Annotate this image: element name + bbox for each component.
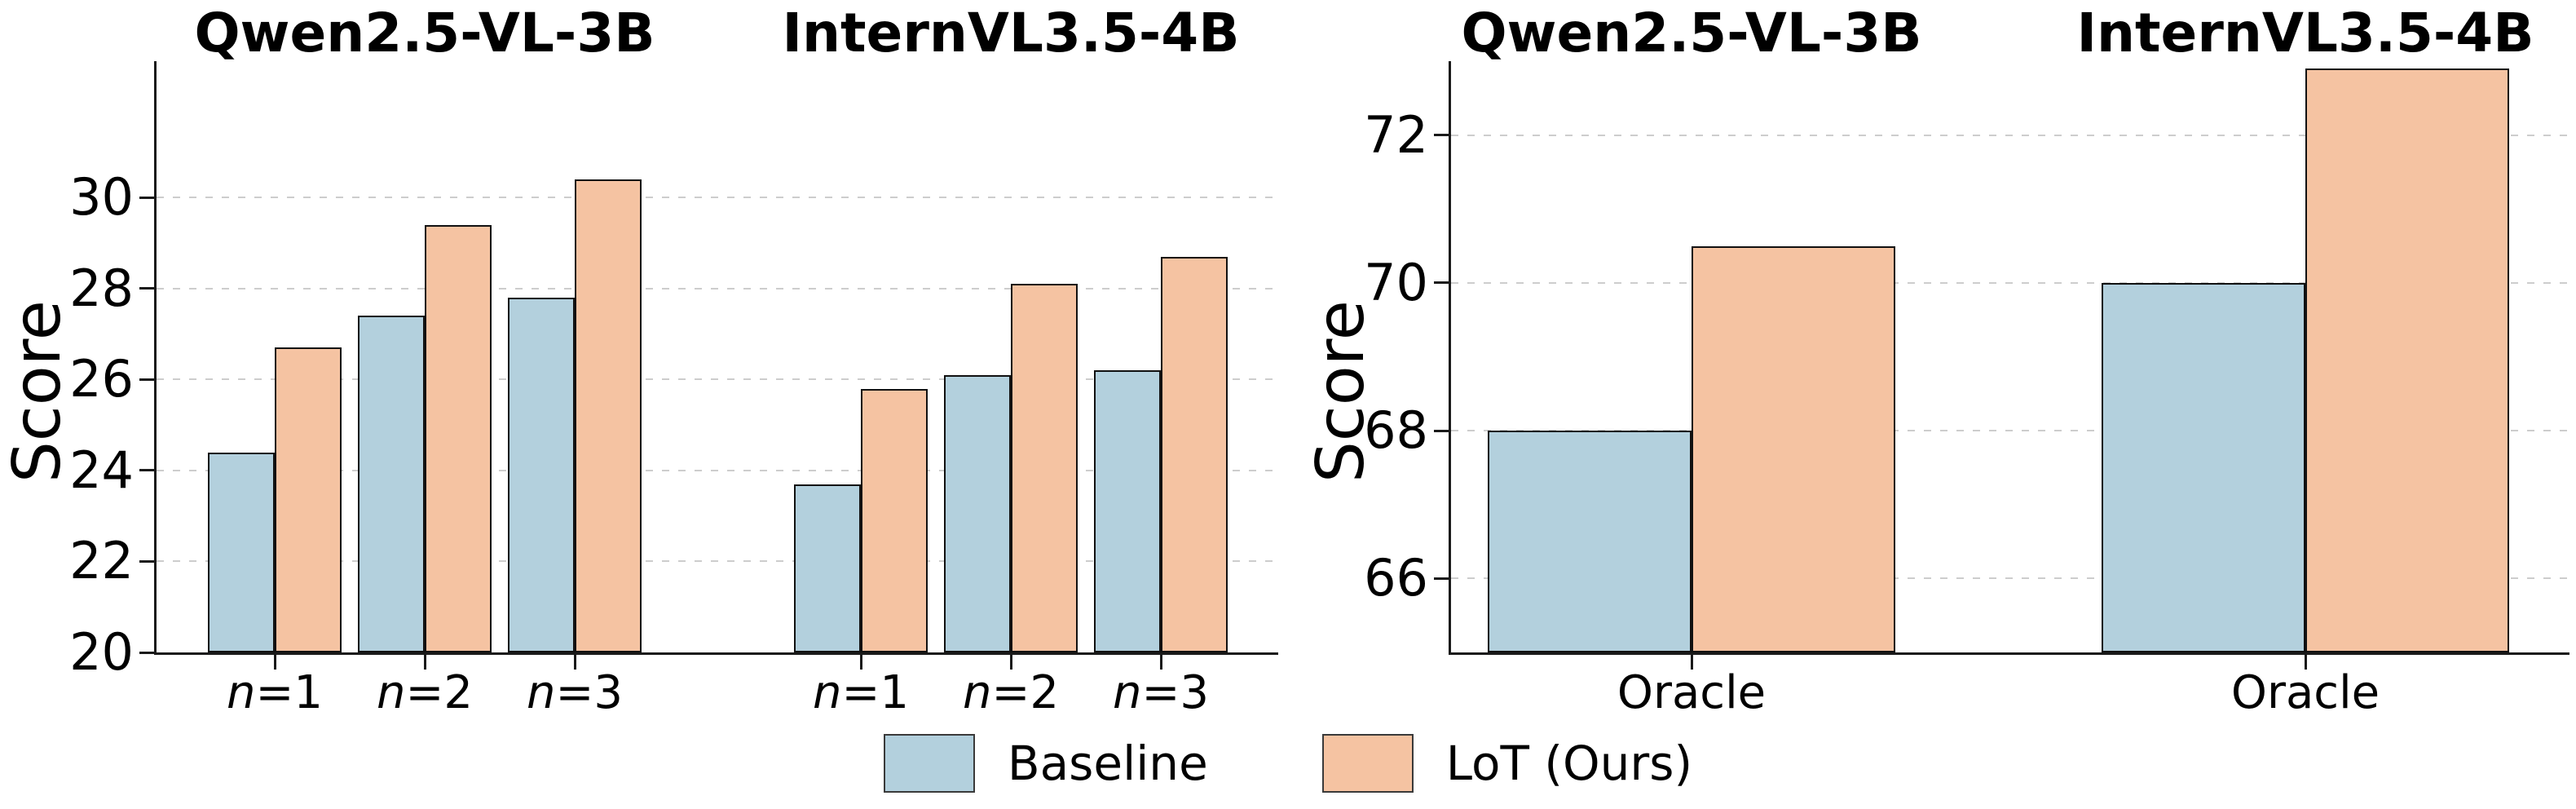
- bar-lot-n2: [425, 224, 492, 652]
- bar-lot-n3: [575, 179, 642, 652]
- y-tick-mark: [1434, 281, 1449, 285]
- bar-lot-n3: [1161, 256, 1228, 652]
- x-tick-label: n=2: [962, 666, 1060, 719]
- gridline-y26: [157, 378, 1278, 381]
- legend-label-baseline: Baseline: [1007, 736, 1208, 791]
- y-tick-label: 28: [69, 258, 134, 318]
- bar-baseline-oracle: [2102, 282, 2305, 652]
- y-tick-mark: [1434, 134, 1449, 137]
- y-axis-spine: [154, 61, 157, 655]
- gridline-y22: [157, 560, 1278, 563]
- bar-lot-n1: [861, 388, 928, 652]
- y-tick-label: 70: [1364, 252, 1428, 312]
- x-axis-spine: [1449, 652, 2569, 655]
- y-tick-mark: [139, 378, 154, 381]
- subplot-title: InternVL3.5-4B: [2076, 2, 2534, 64]
- y-tick-mark: [139, 559, 154, 563]
- bar-lot-oracle: [2305, 69, 2509, 652]
- y-tick-label: 66: [1364, 548, 1428, 608]
- legend-entry-lot: LoT (Ours): [1321, 734, 1693, 793]
- y-tick-label: 26: [69, 349, 134, 409]
- y-tick-label: 22: [69, 531, 134, 591]
- subplot-title: Qwen2.5-VL-3B: [1461, 2, 1922, 64]
- y-tick-mark: [139, 287, 154, 290]
- x-tick-label: n=3: [1112, 666, 1210, 719]
- bar-baseline-oracle: [1488, 431, 1692, 652]
- gridline-y70: [1451, 281, 2569, 284]
- x-tick-mark: [859, 655, 862, 670]
- bar-baseline-n3: [1094, 370, 1161, 652]
- x-tick-label: n=1: [812, 666, 910, 719]
- x-tick-mark: [1690, 655, 1693, 670]
- subplot-title: Qwen2.5-VL-3B: [194, 2, 655, 64]
- bar-baseline-n2: [358, 316, 425, 652]
- x-tick-mark: [1009, 655, 1012, 670]
- legend: Baseline LoT (Ours): [0, 726, 2576, 801]
- x-tick-label: n=3: [526, 666, 624, 719]
- gridline-y66: [1451, 577, 2569, 580]
- y-tick-label: 24: [69, 440, 134, 500]
- legend-entry-baseline: Baseline: [883, 734, 1208, 793]
- y-tick-mark: [139, 469, 154, 472]
- bar-baseline-n2: [944, 374, 1011, 652]
- y-axis-title: Score: [1303, 299, 1378, 484]
- x-tick-label: n=2: [376, 666, 474, 719]
- bar-lot-oracle: [1692, 245, 1895, 652]
- y-tick-label: 68: [1364, 400, 1428, 461]
- x-tick-mark: [273, 655, 276, 670]
- x-tick-label: Oracle: [2230, 666, 2380, 719]
- y-axis-spine: [1449, 61, 1451, 655]
- y-tick-mark: [1434, 429, 1449, 432]
- gridline-y30: [157, 197, 1278, 199]
- subplot-title: InternVL3.5-4B: [782, 2, 1240, 64]
- bar-lot-n2: [1011, 284, 1078, 652]
- gridline-y72: [1451, 134, 2569, 136]
- y-tick-label: 72: [1364, 104, 1428, 165]
- x-tick-label: Oracle: [1617, 666, 1767, 719]
- x-tick-mark: [423, 655, 426, 670]
- y-tick-mark: [139, 651, 154, 654]
- bar-lot-n1: [275, 347, 342, 652]
- x-axis-spine: [154, 652, 1278, 655]
- y-tick-mark: [139, 196, 154, 199]
- legend-swatch-lot-icon: [1321, 734, 1414, 793]
- gridline-y68: [1451, 430, 2569, 432]
- legend-label-lot: LoT (Ours): [1445, 736, 1693, 791]
- x-tick-label: n=1: [226, 666, 324, 719]
- gridline-y24: [157, 469, 1278, 471]
- bar-baseline-n1: [794, 484, 861, 652]
- x-tick-mark: [2304, 655, 2307, 670]
- x-tick-mark: [1159, 655, 1162, 670]
- gridline-y28: [157, 287, 1278, 290]
- x-tick-mark: [573, 655, 576, 670]
- y-tick-label: 30: [69, 167, 134, 228]
- bar-baseline-n3: [508, 298, 575, 652]
- y-tick-label: 20: [69, 622, 134, 682]
- y-axis-title: Score: [0, 299, 75, 484]
- y-tick-mark: [1434, 577, 1449, 580]
- bar-baseline-n1: [208, 452, 275, 652]
- legend-swatch-baseline-icon: [883, 734, 975, 793]
